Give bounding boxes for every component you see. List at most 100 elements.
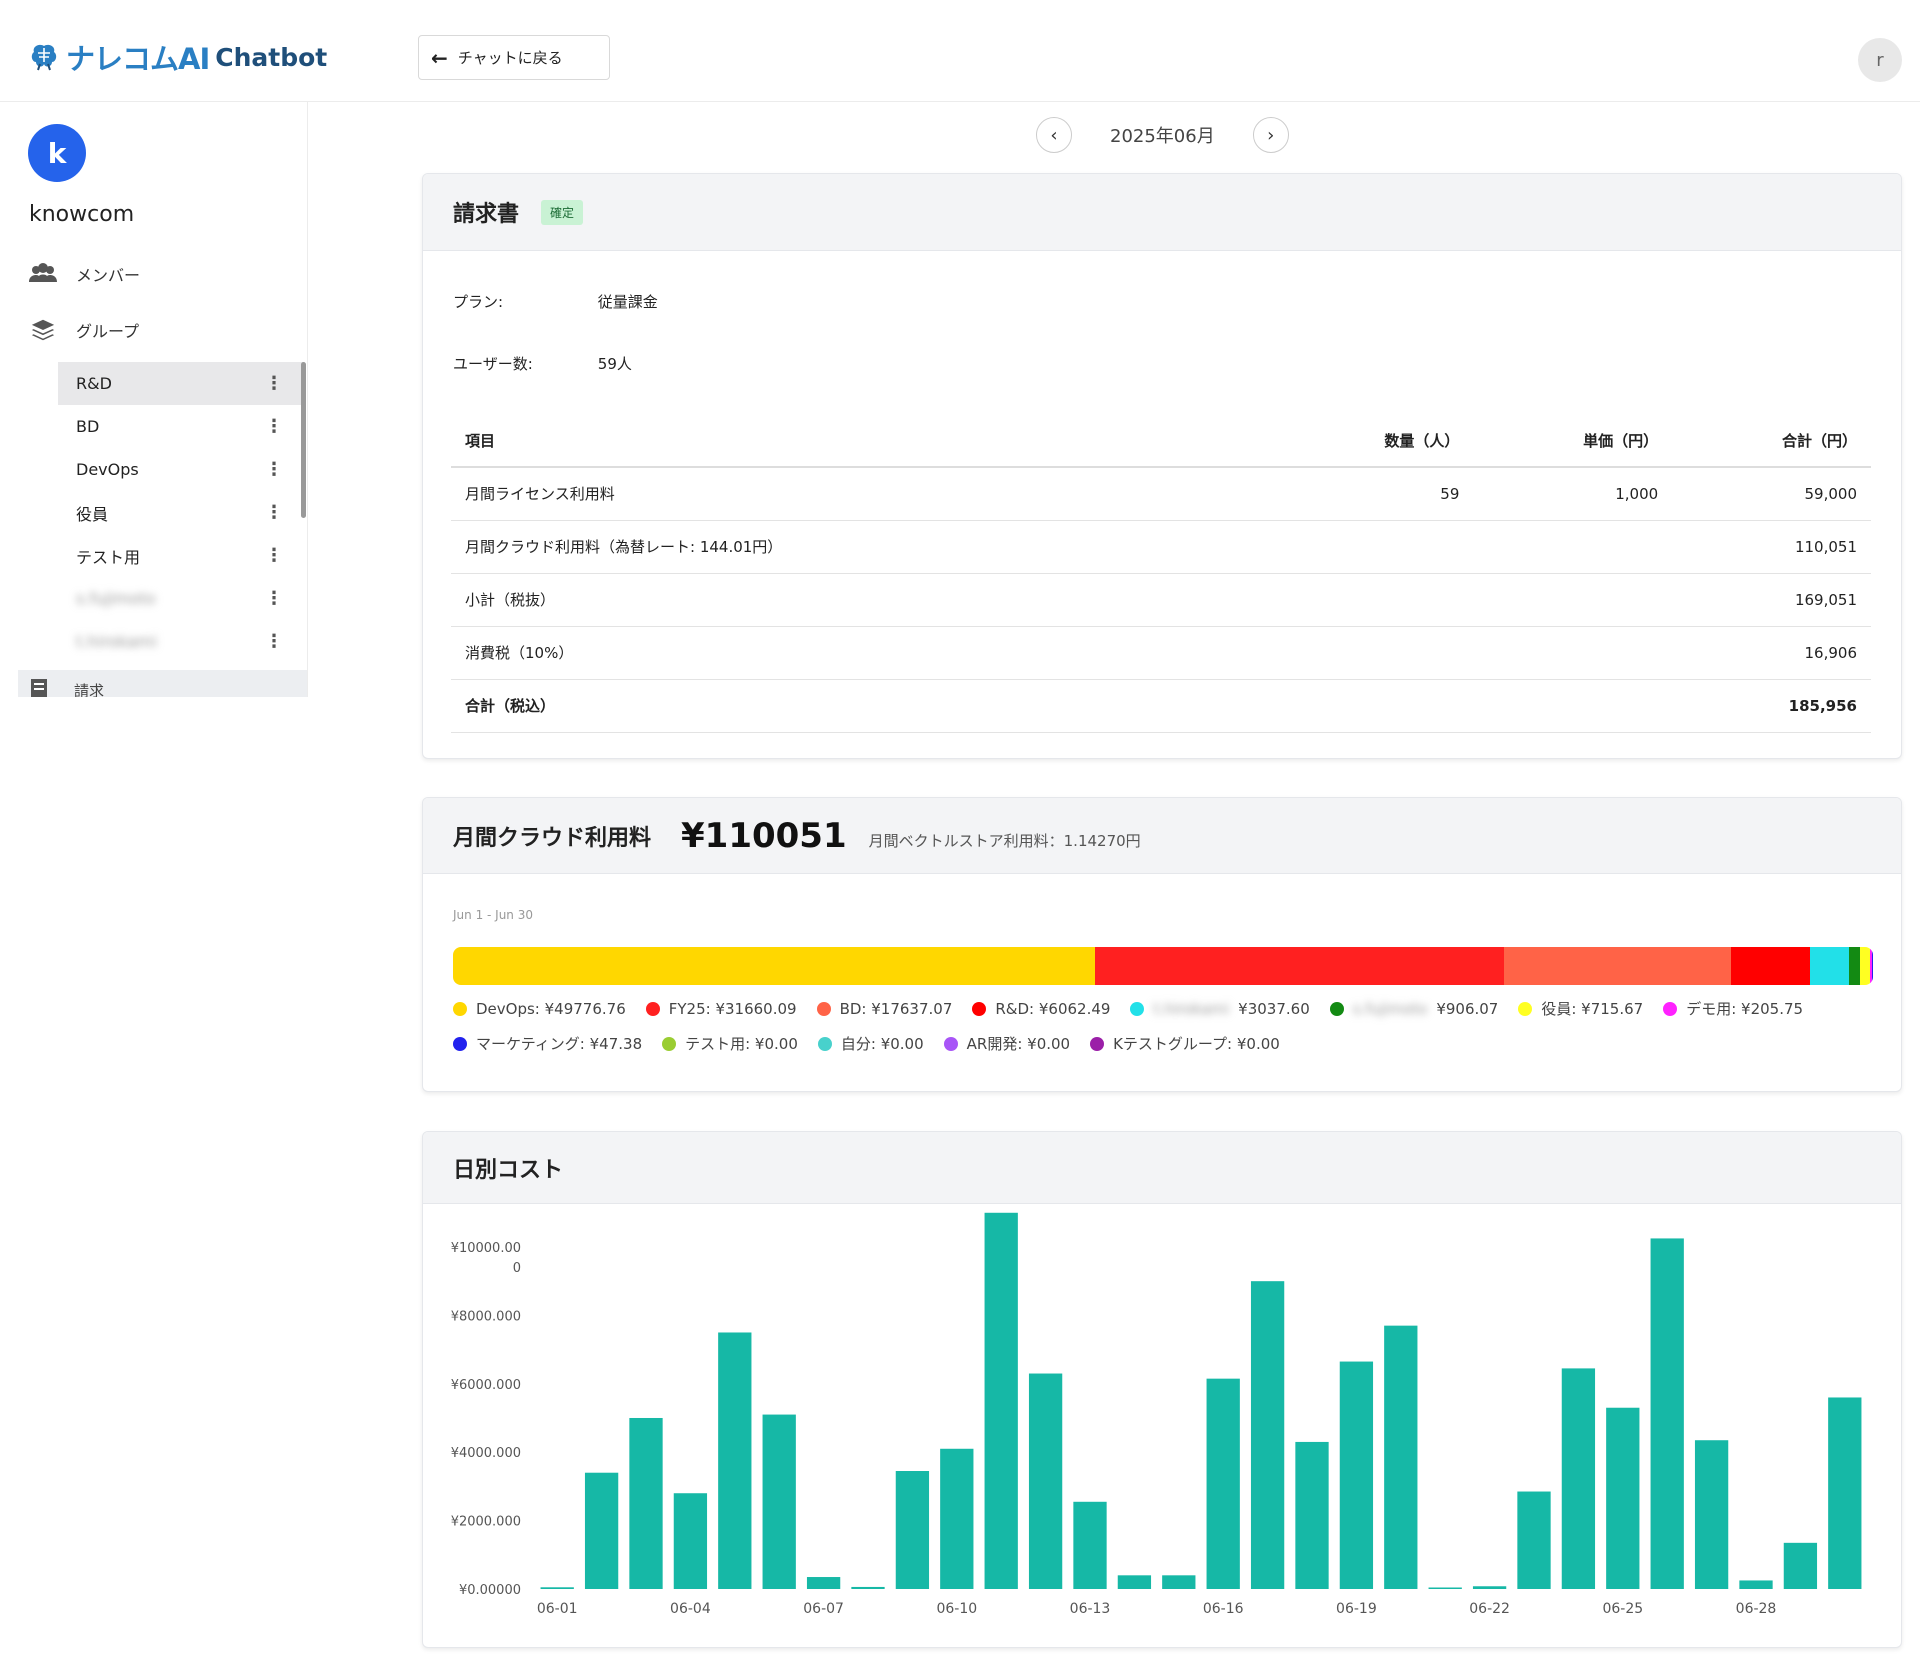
chevron-left-icon: ‹: [1050, 124, 1058, 146]
legend-item[interactable]: AR開発: ¥0.00: [943, 1033, 1070, 1054]
bar-06-22[interactable]: [1472, 1586, 1507, 1589]
legend-item[interactable]: BD: ¥17637.07: [816, 998, 952, 1019]
cell-unit-price: [1473, 679, 1673, 733]
legend-item[interactable]: デモ用: ¥205.75: [1663, 998, 1803, 1019]
legend-item[interactable]: テスト用: ¥0.00: [662, 1033, 798, 1054]
bar-06-16[interactable]: [1206, 1378, 1240, 1589]
group-item-label: R&D: [76, 374, 112, 393]
legend-dot-icon: [972, 1001, 987, 1016]
user-avatar[interactable]: r: [1858, 38, 1902, 82]
legend-label: FY25: ¥31660.09: [668, 999, 797, 1018]
legend-item[interactable]: FY25: ¥31660.09: [645, 998, 797, 1019]
cell-total: 185,956: [1672, 679, 1871, 733]
group-item-blurred-1[interactable]: s.fujimoto ⋮: [58, 577, 303, 620]
prev-month-button[interactable]: ‹: [1036, 117, 1072, 153]
document-icon: [31, 679, 47, 697]
bar-06-27[interactable]: [1694, 1440, 1729, 1589]
bar-06-17[interactable]: [1250, 1281, 1285, 1589]
y-tick-label: ¥4000.000: [451, 1446, 521, 1461]
more-vertical-icon[interactable]: ⋮: [265, 458, 283, 480]
bar-06-30[interactable]: [1828, 1397, 1862, 1589]
group-item-label: s.fujimoto: [76, 589, 156, 608]
group-item-bd[interactable]: BD ⋮: [58, 405, 303, 448]
bar-06-13[interactable]: [1073, 1501, 1107, 1589]
cloud-usage-card: 月間クラウド利用料 ¥110051 月間ベクトルストア利用料：1.14270円 …: [422, 797, 1902, 1092]
bar-segment-3: [1731, 947, 1810, 985]
bar-06-09[interactable]: [895, 1471, 930, 1589]
layers-icon: [31, 319, 55, 341]
bar-06-18[interactable]: [1295, 1441, 1329, 1589]
bar-06-23[interactable]: [1517, 1491, 1551, 1589]
legend-item[interactable]: 役員: ¥715.67: [1518, 998, 1643, 1019]
sidebar-item-billing[interactable]: 請求: [18, 670, 307, 697]
legend-item[interactable]: t.hirokami ¥3037.60: [1130, 998, 1310, 1019]
daily-cost-card: 日別コスト ¥0.00000 ¥2000.000 ¥4000.000 ¥6000.00…: [422, 1131, 1902, 1648]
sidebar-item-members[interactable]: メンバー: [28, 262, 140, 286]
bar-06-10[interactable]: [940, 1448, 974, 1589]
bar-06-29[interactable]: [1783, 1542, 1818, 1589]
table-row-grand-total: 合計（税込） 185,956: [451, 679, 1871, 733]
cell-unit-price: [1473, 626, 1673, 680]
bar-06-02[interactable]: [584, 1472, 619, 1589]
legend-item[interactable]: R&D: ¥6062.49: [972, 998, 1110, 1019]
legend-dot-icon: [1090, 1036, 1105, 1051]
sidebar-scrollbar[interactable]: [301, 362, 306, 518]
legend-item[interactable]: 自分: ¥0.00: [817, 1033, 924, 1054]
bar-06-03[interactable]: [629, 1417, 663, 1589]
bar-segment-4: [1809, 947, 1849, 985]
legend-label: 役員: ¥715.67: [1541, 1000, 1644, 1018]
cell-total: 110,051: [1672, 520, 1871, 574]
group-item-rnd[interactable]: R&D ⋮: [58, 362, 303, 405]
bar-06-07[interactable]: [806, 1577, 841, 1589]
bar-06-20[interactable]: [1384, 1325, 1418, 1589]
more-vertical-icon[interactable]: ⋮: [265, 372, 283, 394]
logo-text-jp: ナレコムAI: [66, 42, 210, 76]
y-tick-label: ¥2000.000: [451, 1515, 521, 1530]
bar-06-05[interactable]: [718, 1332, 752, 1589]
legend-item[interactable]: s.fujimoto ¥906.07: [1329, 998, 1498, 1019]
group-item-blurred-2[interactable]: t.hirokami ⋮: [58, 620, 303, 663]
column-header-quantity: 数量（人）: [1274, 414, 1474, 468]
legend-label: 自分: ¥0.00: [840, 1035, 924, 1053]
cloud-usage-card-header: 月間クラウド利用料 ¥110051 月間ベクトルストア利用料：1.14270円: [423, 798, 1901, 874]
bar-06-26[interactable]: [1650, 1238, 1684, 1589]
bar-06-19[interactable]: [1339, 1361, 1374, 1589]
bar-06-24[interactable]: [1561, 1368, 1596, 1589]
column-header-item: 項目: [451, 414, 1275, 468]
sidebar-item-groups[interactable]: グループ: [28, 318, 139, 342]
bar-06-15[interactable]: [1162, 1575, 1196, 1589]
next-month-button[interactable]: ›: [1252, 117, 1289, 153]
more-vertical-icon[interactable]: ⋮: [265, 630, 283, 652]
back-to-chat-button[interactable]: ← チャットに戻る: [418, 35, 610, 80]
bar-06-12[interactable]: [1028, 1373, 1063, 1589]
app-logo[interactable]: ナレコムAI Chatbot: [28, 36, 327, 78]
group-item-label: t.hirokami: [76, 632, 157, 651]
legend-item[interactable]: マーケティング: ¥47.38: [453, 1033, 642, 1054]
more-vertical-icon[interactable]: ⋮: [265, 415, 283, 437]
bar-06-11[interactable]: [984, 1212, 1018, 1589]
table-row: 小計（税抜） 169,051: [451, 573, 1871, 627]
group-item-test[interactable]: テスト用 ⋮: [58, 534, 303, 577]
x-tick-label: 06-01: [537, 1601, 578, 1617]
bar-06-01[interactable]: [540, 1587, 574, 1589]
x-tick-label: 06-19: [1336, 1601, 1377, 1617]
bar-06-21[interactable]: [1428, 1587, 1462, 1590]
bar-segment-1: [1095, 947, 1504, 985]
cell-total: 59,000: [1672, 467, 1871, 521]
logo-text-en: Chatbot: [215, 42, 328, 72]
group-item-devops[interactable]: DevOps ⋮: [58, 448, 303, 491]
cell-unit-price: 1,000: [1473, 467, 1673, 521]
bar-06-28[interactable]: [1739, 1580, 1773, 1589]
legend-item[interactable]: Kテストグループ: ¥0.00: [1090, 1033, 1280, 1054]
group-list: R&D ⋮ BD ⋮ DevOps ⋮ 役員 ⋮ テスト用 ⋮ s.fujimo…: [58, 362, 303, 663]
group-item-executives[interactable]: 役員 ⋮: [58, 491, 303, 534]
bar-06-25[interactable]: [1606, 1407, 1640, 1589]
bar-06-04[interactable]: [673, 1493, 708, 1589]
legend-item[interactable]: DevOps: ¥49776.76: [453, 998, 626, 1019]
bar-06-14[interactable]: [1117, 1575, 1152, 1589]
more-vertical-icon[interactable]: ⋮: [265, 544, 283, 566]
bar-06-08[interactable]: [851, 1586, 885, 1589]
more-vertical-icon[interactable]: ⋮: [265, 587, 283, 609]
more-vertical-icon[interactable]: ⋮: [265, 501, 283, 523]
bar-06-06[interactable]: [762, 1414, 796, 1589]
